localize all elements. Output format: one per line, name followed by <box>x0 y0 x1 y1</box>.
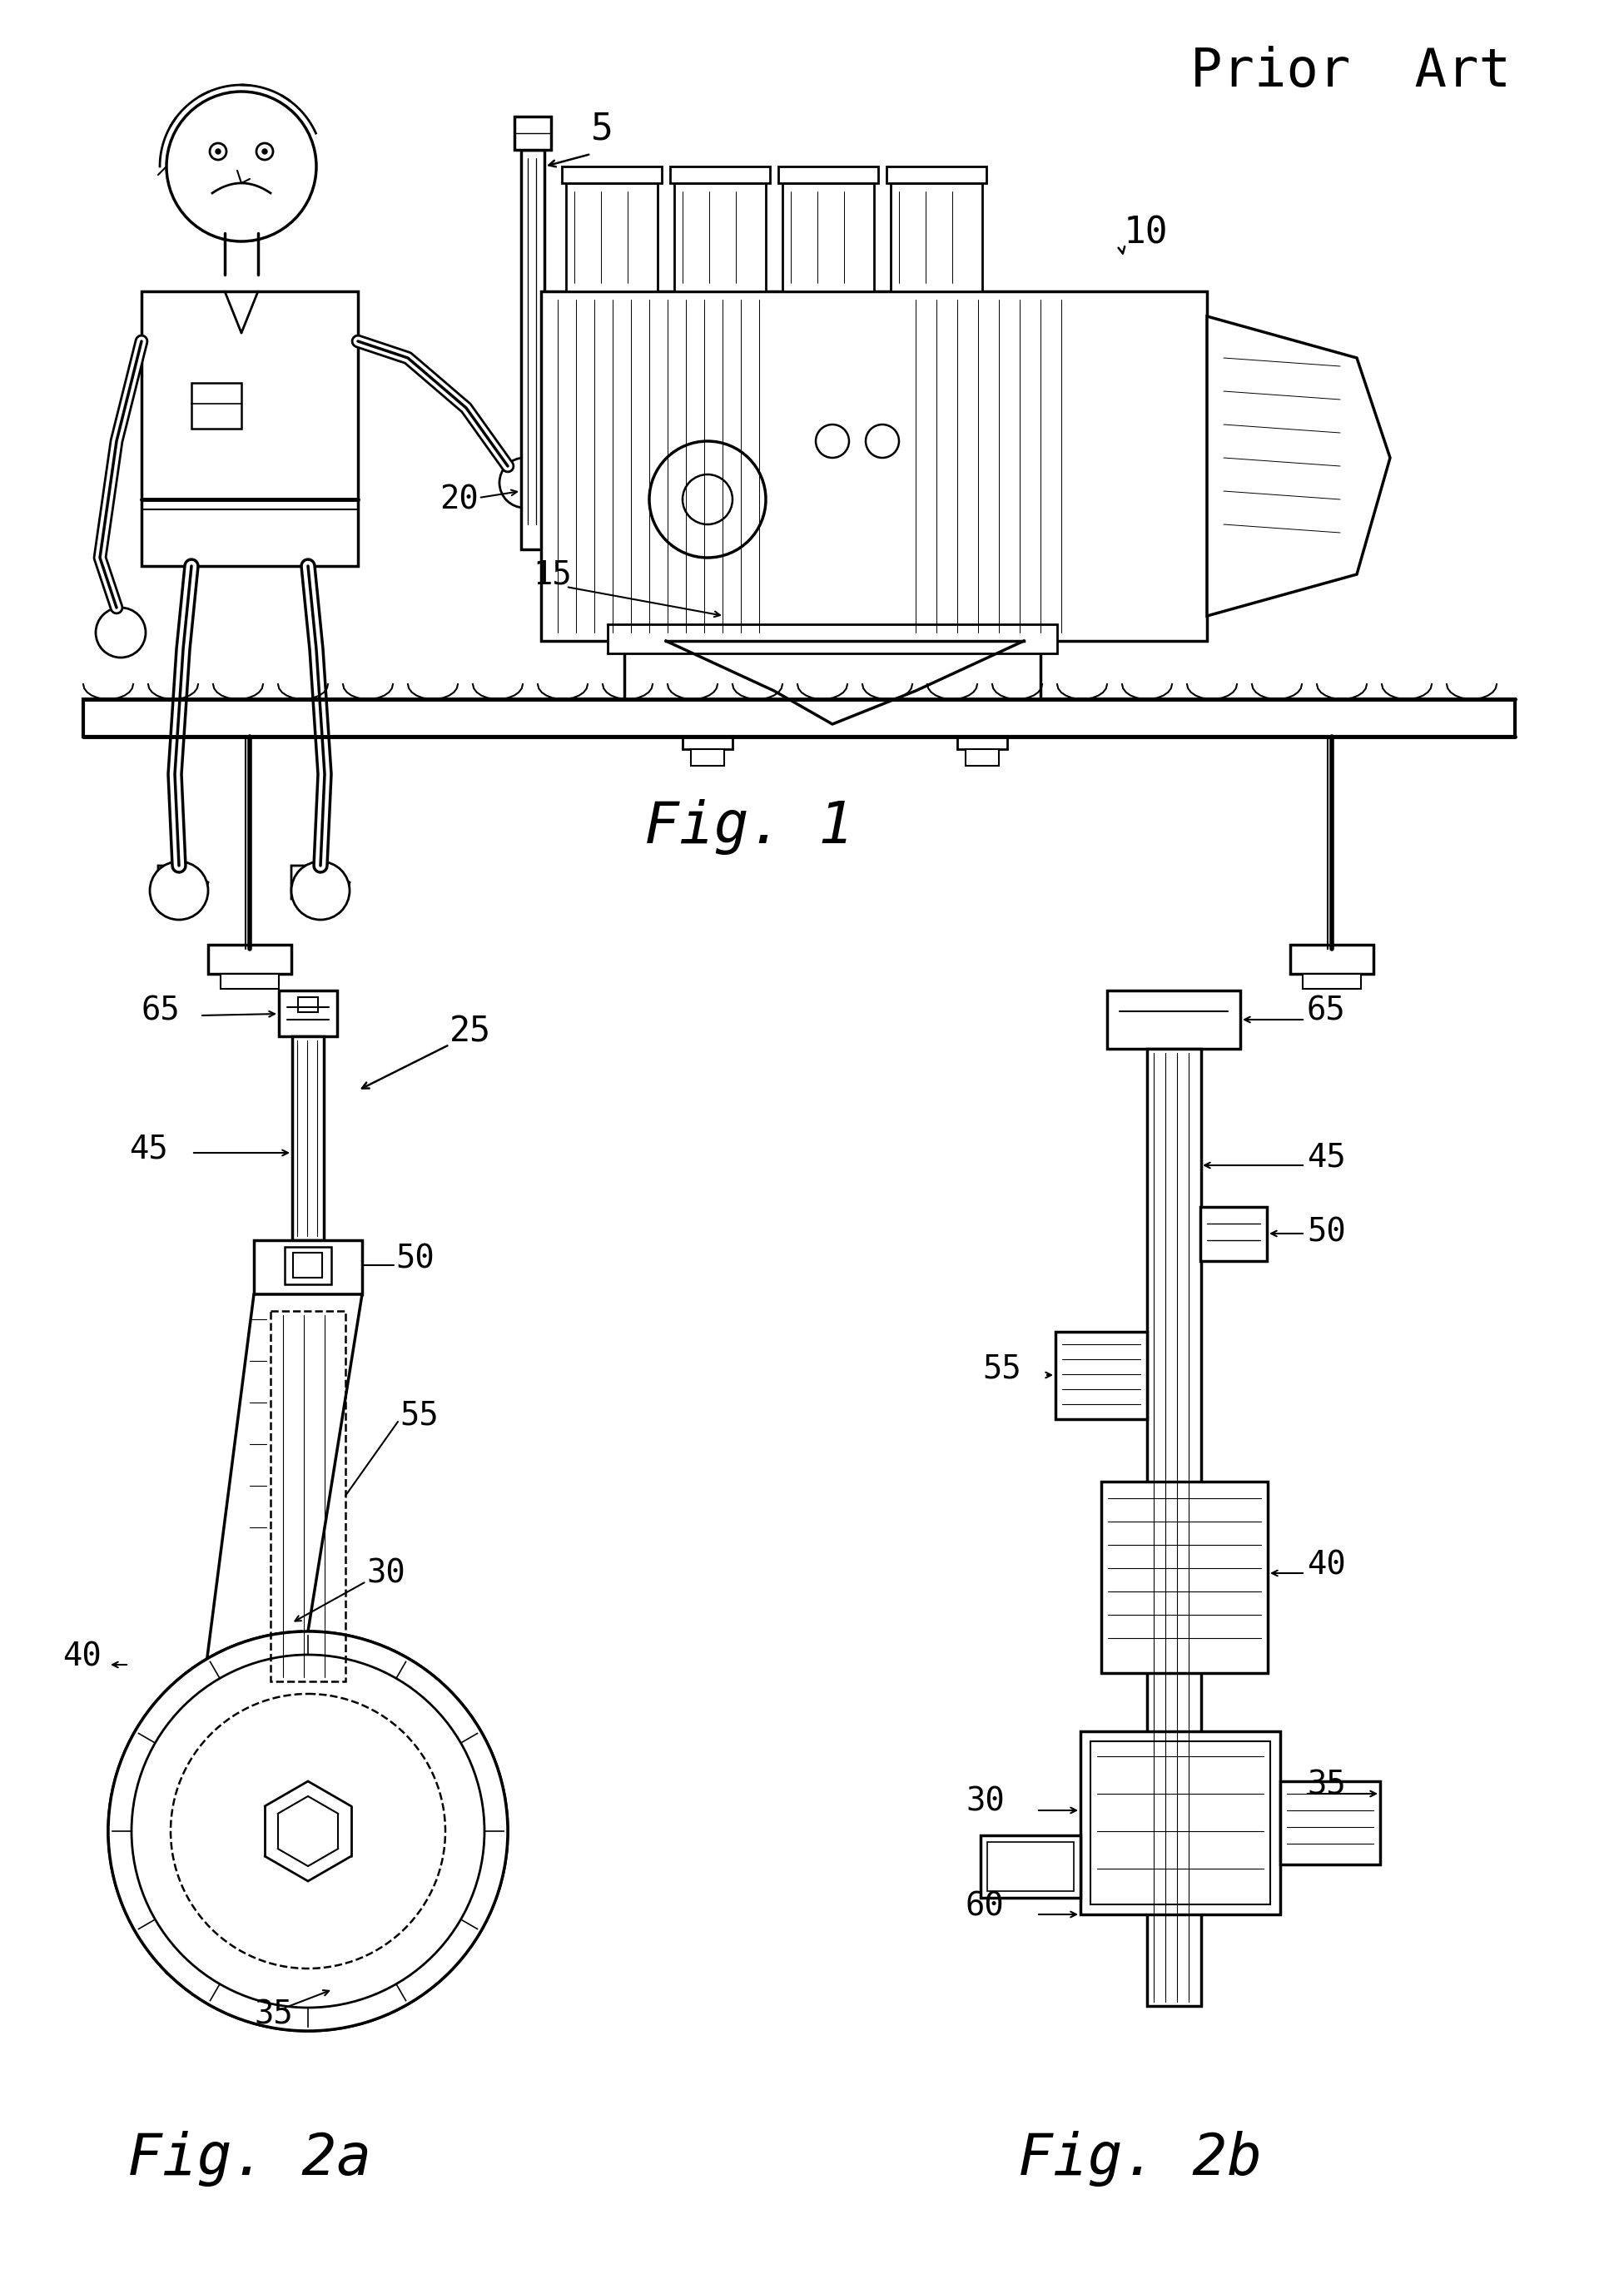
Bar <box>1108 992 1241 1048</box>
Bar <box>562 166 661 184</box>
Bar <box>783 184 874 290</box>
Bar <box>624 649 1041 699</box>
Text: 30: 30 <box>367 1557 404 1588</box>
Bar <box>671 166 770 184</box>
Bar <box>682 708 732 749</box>
Bar <box>521 150 544 549</box>
Text: 25: 25 <box>450 1014 490 1051</box>
Text: 65: 65 <box>1307 996 1346 1028</box>
Bar <box>1056 1332 1147 1418</box>
Text: 5: 5 <box>591 111 614 147</box>
Bar <box>83 699 1515 737</box>
Polygon shape <box>158 867 208 899</box>
Polygon shape <box>291 867 349 899</box>
Bar <box>279 992 338 1037</box>
Text: 50: 50 <box>395 1243 434 1275</box>
Bar <box>1302 973 1361 989</box>
Text: 45: 45 <box>1307 1141 1346 1173</box>
Bar <box>1147 1048 1202 2006</box>
Bar <box>981 1836 1080 1897</box>
Text: 55: 55 <box>400 1400 438 1432</box>
Circle shape <box>500 458 549 508</box>
Polygon shape <box>1207 315 1390 615</box>
Bar <box>1200 1207 1267 1262</box>
Text: 35: 35 <box>1307 1770 1346 1802</box>
Polygon shape <box>109 1293 508 2031</box>
Circle shape <box>650 440 767 558</box>
Text: 55: 55 <box>983 1352 1021 1384</box>
Text: 30: 30 <box>966 1786 1005 1817</box>
Bar <box>292 1037 323 1241</box>
Polygon shape <box>141 290 357 565</box>
Bar <box>271 1311 346 1681</box>
Bar <box>567 184 658 290</box>
Circle shape <box>291 862 349 919</box>
Text: 40: 40 <box>62 1640 101 1672</box>
Circle shape <box>261 150 268 154</box>
Circle shape <box>149 862 208 919</box>
Text: Prior  Art: Prior Art <box>1190 45 1510 98</box>
Circle shape <box>216 150 221 154</box>
Text: 40: 40 <box>1307 1550 1346 1581</box>
Bar <box>674 184 767 290</box>
Text: 35: 35 <box>253 1999 292 2031</box>
Text: 60: 60 <box>966 1890 1005 1922</box>
Bar <box>297 996 318 1012</box>
Bar <box>1080 1731 1280 1915</box>
Text: 15: 15 <box>533 558 572 590</box>
Circle shape <box>109 1631 508 2031</box>
Bar <box>221 973 279 989</box>
Bar <box>515 116 551 150</box>
Bar <box>890 184 983 290</box>
Text: 10: 10 <box>1124 216 1168 252</box>
Text: Fig. 2a: Fig. 2a <box>128 2131 372 2187</box>
Bar <box>192 383 242 429</box>
Text: 50: 50 <box>1307 1216 1346 1248</box>
Bar <box>541 290 1207 640</box>
Text: Fig. 1: Fig. 1 <box>645 799 854 855</box>
Bar <box>957 708 1007 749</box>
Bar <box>284 1248 331 1284</box>
Bar <box>253 1241 362 1293</box>
Bar <box>607 624 1057 653</box>
Text: 65: 65 <box>141 996 180 1028</box>
Text: 20: 20 <box>440 483 479 515</box>
Bar <box>1101 1482 1268 1672</box>
Bar <box>778 166 879 184</box>
Bar <box>887 166 986 184</box>
Bar <box>1289 944 1374 973</box>
Bar <box>1280 1781 1380 1865</box>
Circle shape <box>96 608 146 658</box>
Bar <box>1090 1740 1270 1904</box>
Text: 45: 45 <box>128 1132 167 1164</box>
Bar <box>690 749 724 765</box>
Bar <box>292 1252 322 1277</box>
Bar <box>987 1842 1073 1890</box>
Bar <box>966 749 999 765</box>
Text: Fig. 2b: Fig. 2b <box>1018 2131 1262 2187</box>
Bar <box>208 944 291 973</box>
